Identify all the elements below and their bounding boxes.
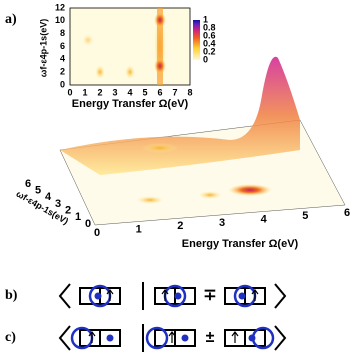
state-diagram xyxy=(58,282,287,310)
x-tick-label: 5 xyxy=(302,210,308,222)
y-tick-label: 4 xyxy=(60,54,65,64)
x-tick-label: 0 xyxy=(94,227,100,239)
state-diagram xyxy=(58,324,287,352)
colorbar-tick-label: 0.2 xyxy=(203,46,216,56)
y-tick-label: 0 xyxy=(85,218,91,230)
x-axis-label: Energy Transfer Ω(eV) xyxy=(72,98,189,110)
operator: ± xyxy=(206,329,215,346)
colorbar-tick-label: 0 xyxy=(203,54,208,64)
x-tick-label: 3 xyxy=(112,87,117,97)
panel-label: a) xyxy=(5,12,17,27)
x-tick-label: 4 xyxy=(261,214,268,226)
y-tick-label: 4 xyxy=(45,191,52,203)
x-tick-label: 0 xyxy=(67,87,72,97)
y-axis-label: ωf-ε4p-1s(eV) xyxy=(38,19,48,77)
x-tick-label: 6 xyxy=(344,207,350,219)
x-tick-label: 4 xyxy=(127,87,132,97)
colorbar-tick-label: 0.4 xyxy=(203,38,216,48)
x-tick-label: 2 xyxy=(97,87,102,97)
x-tick-label: 1 xyxy=(136,224,142,236)
y-tick-label: 6 xyxy=(60,41,65,51)
y-tick-label: 1 xyxy=(75,211,81,223)
y-tick-label: 2 xyxy=(60,67,65,77)
x-axis-label: Energy Transfer Ω(eV) xyxy=(182,238,299,250)
colorbar-tick-label: 0.6 xyxy=(203,30,216,40)
heatmap xyxy=(69,7,200,86)
x-tick-label: 1 xyxy=(82,87,87,97)
y-tick-label: 5 xyxy=(35,185,41,197)
y-tick-label: 6 xyxy=(25,178,31,190)
y-tick-label: 8 xyxy=(60,28,65,38)
colorbar-tick-label: 0.8 xyxy=(203,22,216,32)
panel-label: b) xyxy=(5,288,18,303)
y-tick-label: 2 xyxy=(65,205,71,217)
x-tick-label: 7 xyxy=(172,87,177,97)
y-tick-label: 10 xyxy=(55,15,65,25)
x-tick-label: 8 xyxy=(187,87,192,97)
y-tick-label: 0 xyxy=(60,79,65,89)
surface xyxy=(59,56,346,226)
y-tick-label: 3 xyxy=(55,198,61,210)
x-tick-label: 6 xyxy=(157,87,162,97)
x-tick-label: 2 xyxy=(177,220,183,232)
x-tick-label: 5 xyxy=(142,87,147,97)
colorbar-tick-label: 1 xyxy=(203,14,208,24)
y-axis-label: ωf-ε4p-1s(eV) xyxy=(15,189,71,227)
x-tick-label: 3 xyxy=(219,217,225,229)
operator: ∓ xyxy=(203,287,216,304)
y-tick-label: 12 xyxy=(55,2,65,12)
panel-label: c) xyxy=(5,330,16,345)
